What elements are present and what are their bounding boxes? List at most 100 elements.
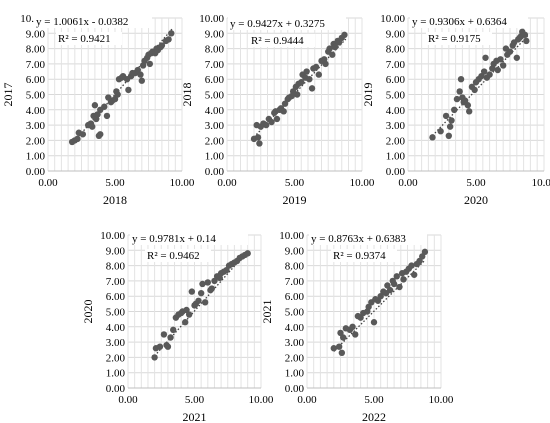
data-point: [74, 135, 81, 143]
y-tick-label: 5.00: [106, 307, 126, 319]
y-tick-label: 6.00: [285, 291, 305, 303]
y-axis-title: 2017: [1, 83, 15, 107]
scatter-panel-3: 0.00 1.00 2.00 3.00 4.00 5.00 6.00 7.00 8.00 9.00…: [361, 13, 550, 207]
data-point: [185, 311, 193, 318]
data-point: [156, 343, 164, 350]
data-point: [298, 79, 305, 86]
data-point: [521, 31, 529, 39]
r-squared-background: [426, 32, 492, 45]
data-point: [91, 102, 99, 109]
data-point: [160, 331, 168, 338]
y-tick-label: 5.00: [386, 90, 406, 102]
data-point: [262, 121, 270, 129]
data-point: [500, 62, 507, 69]
r-squared-label: R² = 0.9175: [428, 33, 481, 45]
data-point: [101, 103, 108, 110]
y-tick-label: 10.00: [199, 13, 224, 25]
data-point: [308, 85, 316, 92]
data-point: [429, 134, 436, 141]
data-point: [89, 123, 96, 130]
y-tick-label: 6.00: [26, 74, 46, 86]
y-tick-label: 0.00: [26, 166, 46, 178]
r-squared-label: R² = 0.9421: [58, 33, 111, 45]
data-point: [208, 285, 215, 292]
data-point: [322, 60, 329, 68]
r-squared-background: [331, 249, 397, 262]
data-point: [341, 31, 348, 39]
equation-background: [130, 232, 248, 245]
y-tick-label: 7.00: [26, 59, 46, 71]
trendline: [333, 259, 426, 352]
y-tick-label: 4.00: [26, 105, 46, 117]
y-tick-label: 0.00: [106, 383, 126, 395]
data-point: [97, 131, 104, 138]
x-tick-label: 10.00: [249, 394, 274, 406]
y-tick-label: 2.00: [285, 352, 305, 364]
data-point: [451, 106, 458, 114]
equation-background: [34, 15, 152, 28]
equation-background: [410, 15, 528, 28]
y-tick-label: 1.00: [205, 151, 225, 163]
data-point: [138, 77, 145, 84]
y-tick-label: 7.00: [106, 276, 126, 288]
data-point: [482, 54, 489, 61]
x-tick-label: 0.00: [217, 177, 237, 189]
data-point: [306, 76, 313, 83]
data-point: [303, 68, 310, 75]
data-point: [273, 115, 281, 123]
r-squared-background: [249, 34, 315, 47]
y-tick-label: 4.00: [205, 105, 225, 117]
data-point: [445, 132, 452, 140]
y-tick-label: 5.00: [205, 90, 225, 102]
data-point: [280, 108, 287, 115]
data-point: [167, 334, 174, 341]
trendline-equation: y = 0.9306x + 0.6364: [412, 16, 507, 28]
x-axis-title: 2018: [103, 193, 127, 207]
y-tick-label: 6.00: [205, 74, 225, 86]
trendline: [432, 35, 529, 137]
y-tick-label: 3.00: [205, 120, 225, 132]
y-tick-label: 8.00: [386, 44, 406, 56]
data-point: [158, 42, 166, 49]
data-point: [437, 128, 444, 135]
y-tick-label: 10.00: [100, 230, 125, 242]
r-squared-label: R² = 0.9374: [333, 250, 386, 262]
x-axis-title: 2019: [283, 193, 307, 207]
data-point: [390, 280, 398, 288]
data-point: [197, 289, 205, 297]
x-tick-label: 0.00: [398, 177, 418, 189]
data-point: [125, 86, 132, 94]
y-tick-label: 9.00: [205, 28, 225, 40]
y-tick-label: 0.00: [285, 383, 305, 395]
trendline: [154, 250, 249, 357]
data-point: [201, 299, 209, 306]
y-tick-label: 2.00: [106, 352, 126, 364]
data-point: [471, 86, 478, 94]
y-tick-label: 5.00: [285, 307, 305, 319]
data-point: [79, 131, 87, 138]
trendline-equation: y = 0.9427x + 0.3275: [230, 18, 325, 30]
data-point: [329, 51, 336, 58]
y-axis-title: 2018: [180, 83, 194, 107]
x-tick-label: 5.00: [185, 394, 205, 406]
y-tick-label: 9.00: [26, 28, 46, 40]
y-tick-label: 6.00: [106, 291, 126, 303]
x-axis-title: 2022: [362, 410, 386, 423]
y-tick-label: 7.00: [386, 59, 406, 71]
data-point: [168, 30, 175, 37]
y-tick-label: 2.00: [205, 135, 225, 147]
x-tick-label: 5.00: [285, 177, 305, 189]
y-tick-label: 4.00: [386, 105, 406, 117]
x-tick-label: 0.00: [38, 177, 58, 189]
y-tick-label: 6.00: [386, 74, 406, 86]
data-point: [151, 354, 158, 361]
data-point: [396, 283, 403, 291]
x-tick-label: 10.00: [429, 394, 454, 406]
y-tick-label: 0.00: [386, 166, 406, 178]
y-tick-label: 3.00: [285, 337, 305, 349]
data-point: [146, 60, 154, 68]
x-tick-label: 10.00: [532, 177, 550, 189]
data-point: [195, 297, 202, 304]
y-tick-label: 10.00: [279, 230, 304, 242]
